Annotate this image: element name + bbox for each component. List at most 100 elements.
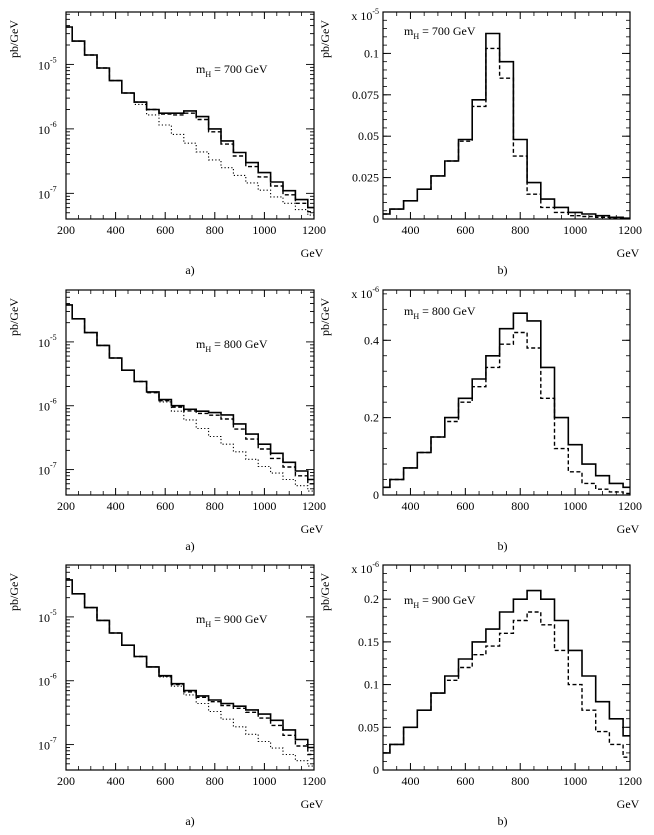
y-axis-label: pb/GeV: [318, 298, 332, 336]
x-tick-label: 200: [57, 223, 75, 237]
y-tick-label: 0.05: [358, 129, 379, 143]
y-tick-label: 10-5: [38, 55, 57, 72]
series-signal+background: [66, 304, 314, 481]
series-solid: [383, 32, 630, 219]
series-signal+background: [66, 579, 314, 749]
x-tick-label: 1200: [618, 499, 642, 513]
x-tick-label: 600: [456, 499, 474, 513]
series-dashed: [66, 26, 314, 213]
y-tick-label: 0.1: [364, 678, 379, 692]
x-tick-label: 600: [456, 774, 474, 788]
panel-caption: b): [498, 263, 508, 277]
x-tick-label: 1200: [618, 223, 642, 237]
x-tick-label: 400: [107, 499, 125, 513]
panel-caption: b): [498, 539, 508, 553]
x-axis-label: GeV: [301, 797, 324, 811]
x-tick-label: 600: [156, 774, 174, 788]
x-tick-label: 1000: [252, 223, 276, 237]
x-tick-label: 1000: [563, 774, 587, 788]
mass-annotation: mH = 700 GeV: [196, 62, 268, 79]
plot-frame: [382, 11, 631, 220]
x-axis-label: GeV: [301, 246, 324, 260]
series-background: [66, 26, 314, 216]
y-tick-label: 0.15: [358, 635, 379, 649]
y-tick-label: 0.2: [364, 592, 379, 606]
x-axis-label: GeV: [301, 522, 324, 536]
y-axis-label: pb/GeV: [7, 298, 21, 336]
y-tick-label: 0.2: [364, 411, 379, 425]
x-tick-label: 800: [206, 499, 224, 513]
x-tick-label: 200: [57, 499, 75, 513]
x-tick-label: 600: [156, 499, 174, 513]
y-axis-label: pb/GeV: [318, 573, 332, 611]
y-tick-label: 0: [373, 212, 379, 226]
series-solid: [383, 312, 630, 489]
x-axis-label: GeV: [617, 797, 640, 811]
mass-annotation: mH = 800 GeV: [196, 337, 268, 354]
series-dashed: [383, 611, 630, 758]
x-tick-label: 800: [206, 223, 224, 237]
x-tick-label: 1200: [302, 774, 326, 788]
y-tick-label: 10-7: [38, 184, 57, 201]
mass-annotation: mH = 800 GeV: [404, 304, 476, 321]
y-tick-label: 10-5: [38, 333, 57, 350]
panel-caption: a): [185, 814, 194, 828]
series-solid: [383, 589, 630, 754]
y-multiplier: x 10-5: [351, 7, 379, 23]
y-multiplier: x 10-6: [351, 285, 379, 301]
x-tick-label: 1000: [563, 223, 587, 237]
x-axis-label: GeV: [617, 246, 640, 260]
y-tick-label: 0.025: [352, 171, 379, 185]
x-tick-label: 800: [511, 499, 529, 513]
y-tick-label: 0.075: [352, 88, 379, 102]
y-tick-label: 0.05: [358, 720, 379, 734]
x-tick-label: 400: [401, 223, 419, 237]
panel-r1a: 200 400 600 800 1000 1200 10-5 10-6 10-7 pb/GeV Ge…: [7, 11, 326, 277]
y-multiplier: x 10-6: [351, 560, 379, 576]
x-tick-label: 1000: [252, 499, 276, 513]
y-tick-label: 10-6: [38, 672, 57, 689]
mass-annotation: mH = 900 GeV: [196, 612, 268, 629]
series-signal+background: [66, 26, 314, 209]
y-axis-label: pb/GeV: [318, 20, 332, 58]
y-tick-label: 10-5: [38, 608, 57, 625]
series-background: [66, 579, 314, 767]
y-axis-label: pb/GeV: [7, 573, 21, 611]
y-tick-label: 0: [373, 763, 379, 777]
mass-annotation: mH = 900 GeV: [404, 593, 476, 610]
panel-r1b: 400 600 800 1000 1200 0 0.025 0.05 0.075 0.1 x 10-…: [318, 7, 642, 277]
y-tick-label: 10-7: [38, 736, 57, 753]
mass-annotation: mH = 700 GeV: [404, 24, 476, 41]
panel-r2a: 200 400 600 800 1000 1200 10-5 10-6 10-7 pb/GeV Ge…: [7, 289, 326, 553]
y-tick-label: 0: [373, 488, 379, 502]
x-tick-label: 400: [107, 774, 125, 788]
x-tick-label: 400: [401, 499, 419, 513]
series-dashed: [383, 331, 630, 495]
x-tick-label: 1200: [618, 774, 642, 788]
series-dashed: [383, 47, 630, 220]
series-dashed: [66, 579, 314, 756]
panel-r3b: 400 600 800 1000 1200 0 0.05 0.1 0.15 0.2 x 10-6 pb…: [318, 560, 642, 828]
y-axis-label: pb/GeV: [7, 20, 21, 58]
panel-caption: a): [185, 263, 194, 277]
x-tick-label: 1200: [302, 223, 326, 237]
y-tick-label: 0.1: [364, 46, 379, 60]
plot-frame: [65, 11, 315, 220]
plot-frame: [65, 564, 315, 771]
series-background: [66, 304, 314, 492]
x-axis-label: GeV: [617, 522, 640, 536]
y-tick-label: 10-6: [38, 120, 57, 137]
x-tick-label: 800: [511, 223, 529, 237]
y-tick-label: 0.4: [364, 333, 379, 347]
panel-caption: b): [498, 814, 508, 828]
y-tick-label: 10-7: [38, 461, 57, 478]
x-tick-label: 400: [107, 223, 125, 237]
x-tick-label: 800: [511, 774, 529, 788]
x-tick-label: 600: [456, 223, 474, 237]
panel-caption: a): [185, 539, 194, 553]
x-tick-label: 600: [156, 223, 174, 237]
plot-frame: [65, 289, 315, 496]
x-tick-label: 1200: [302, 499, 326, 513]
x-tick-label: 200: [57, 774, 75, 788]
